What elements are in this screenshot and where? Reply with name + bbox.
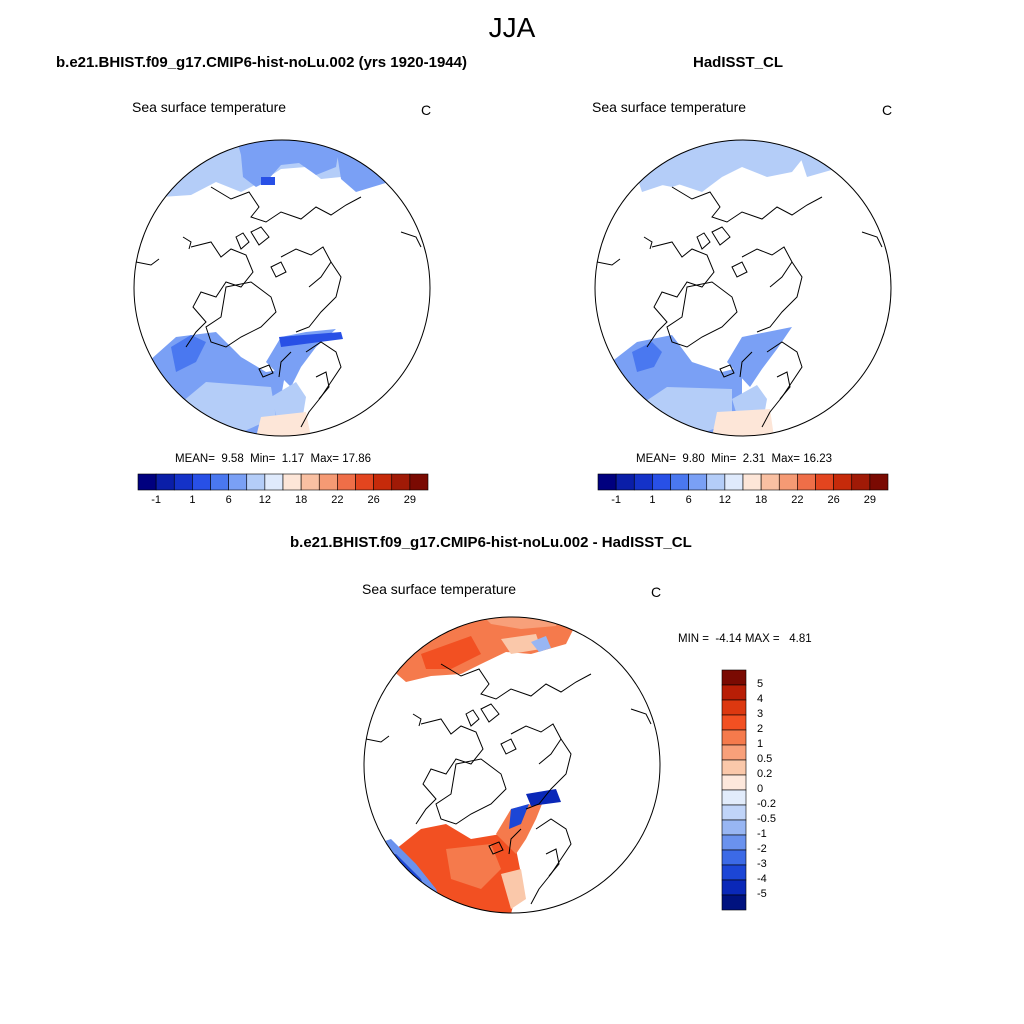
colorbar-tick-label: 18 [295,494,308,506]
colorbar-swatch [742,473,762,491]
colorbar-swatch [721,744,747,761]
panel-2-map [594,139,892,437]
figure-title: JJA [488,12,536,43]
colorbar-swatch [721,684,747,701]
panel-2-variable: Sea surface temperature [592,99,747,115]
colorbar-tick-label: 0.2 [757,768,773,780]
colorbar-tick-label: 6 [685,494,692,506]
colorbar-swatch [373,473,393,491]
colorbar-swatch [409,473,429,491]
colorbar-swatch [797,473,816,491]
panel-1-units: C [421,102,432,118]
colorbar-tick-label: 2 [757,723,764,735]
colorbar-swatch [721,804,747,821]
colorbar-swatch [355,473,374,491]
colorbar-swatch [815,473,834,491]
colorbar-swatch [282,473,302,491]
colorbar-swatch [670,473,689,491]
panel-1-colorbar [137,473,429,491]
colorbar-tick-label: 0 [757,783,764,795]
colorbar-swatch [597,473,617,491]
panel-1-variable: Sea surface temperature [132,99,287,115]
colorbar-tick-label: -1 [151,494,162,506]
colorbar-swatch [721,669,747,686]
colorbar-swatch [155,473,175,491]
panel-3-title: b.e21.BHIST.f09_g17.CMIP6-hist-noLu.002 … [290,534,692,551]
panel-2-stats: MEAN= 9.80 Min= 2.31 Max= 16.23 [636,453,832,465]
colorbar-tick-label: -5 [757,888,767,900]
colorbar-swatch [706,473,726,491]
colorbar-swatch [721,774,747,791]
colorbar-swatch [851,473,871,491]
colorbar-swatch [721,789,747,806]
colorbar-swatch [721,864,747,881]
colorbar-swatch [721,894,747,911]
colorbar-tick-label: 1 [649,494,656,506]
panel-3-stats: MIN = -4.14 MAX = 4.81 [678,633,812,645]
colorbar-swatch [778,473,798,491]
colorbar-swatch [318,473,338,491]
colorbar-swatch [721,819,747,836]
colorbar-swatch [228,473,248,491]
colorbar-swatch [688,473,708,491]
colorbar-tick-label: -1 [611,494,622,506]
colorbar-swatch [721,834,747,851]
colorbar-swatch [721,714,747,731]
colorbar-swatch [724,473,744,491]
colorbar-swatch [721,729,747,746]
panel-1-title: b.e21.BHIST.f09_g17.CMIP6-hist-noLu.002 … [56,54,467,71]
colorbar-swatch [721,879,747,896]
colorbar-swatch [137,473,157,491]
colorbar-tick-label: 26 [367,494,380,506]
colorbar-tick-label: -3 [757,858,767,870]
colorbar-swatch [652,473,671,491]
colorbar-swatch [391,473,411,491]
colorbar-tick-label: -0.5 [757,813,776,825]
colorbar-tick-label: 12 [258,494,271,506]
panel-2-colorbar [597,473,889,491]
colorbar-swatch [300,473,320,491]
colorbar-swatch [264,473,284,491]
colorbar-tick-label: -1 [757,828,767,840]
colorbar-tick-label: 18 [755,494,768,506]
colorbar-tick-label: 1 [189,494,196,506]
panel-1-map [133,139,431,437]
colorbar-swatch [721,849,747,866]
colorbar-tick-label: 29 [863,494,876,506]
colorbar-tick-label: -4 [757,873,767,885]
panel-1-stats: MEAN= 9.58 Min= 1.17 Max= 17.86 [175,453,371,465]
colorbar-swatch [246,473,266,491]
panel-3-units: C [651,584,662,600]
colorbar-swatch [210,473,229,491]
panel-3-map [363,616,661,914]
panel-2-title: HadISST_CL [693,54,784,71]
colorbar-tick-label: 6 [225,494,232,506]
colorbar-swatch [173,473,193,491]
colorbar-tick-label: 5 [757,678,764,690]
colorbar-swatch [615,473,635,491]
colorbar-swatch [633,473,653,491]
panel-3-variable: Sea surface temperature [362,581,517,597]
colorbar-tick-label: 0.5 [757,753,773,765]
panel-3-colorbar [721,669,747,911]
colorbar-swatch [192,473,211,491]
colorbar-swatch [721,759,747,776]
colorbar-swatch [869,473,889,491]
colorbar-tick-label: 22 [791,494,804,506]
colorbar-tick-label: 29 [403,494,416,506]
colorbar-tick-label: 3 [757,708,764,720]
colorbar-tick-label: -2 [757,843,767,855]
panel-2-units: C [882,102,893,118]
colorbar-swatch [721,699,747,716]
colorbar-tick-label: 1 [757,738,764,750]
colorbar-tick-label: 22 [331,494,344,506]
colorbar-tick-label: -0.2 [757,798,776,810]
colorbar-swatch [337,473,356,491]
colorbar-swatch [833,473,853,491]
colorbar-tick-label: 26 [827,494,840,506]
colorbar-tick-label: 12 [718,494,731,506]
colorbar-tick-label: 4 [757,693,764,705]
colorbar-swatch [760,473,780,491]
